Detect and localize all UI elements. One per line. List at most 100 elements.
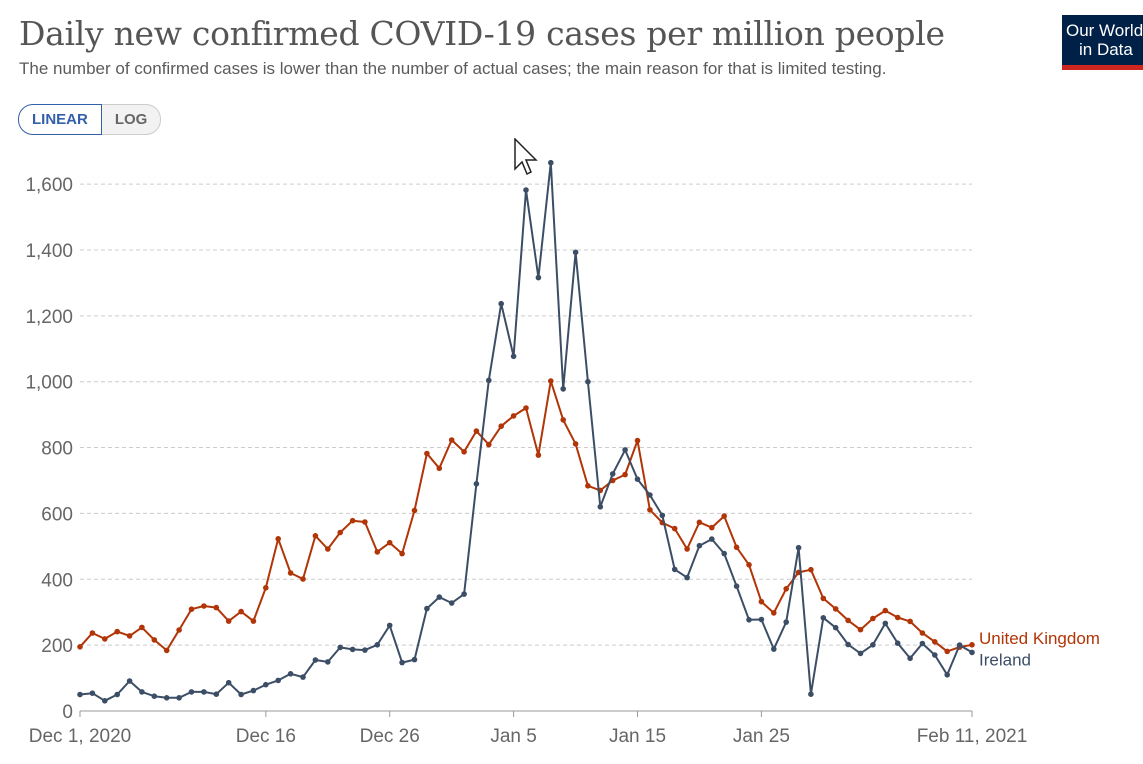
data-point[interactable] [808, 691, 814, 697]
data-point[interactable] [114, 691, 120, 698]
data-point[interactable] [882, 620, 889, 627]
data-point[interactable] [201, 689, 207, 695]
data-point[interactable] [89, 630, 96, 636]
data-point[interactable] [188, 689, 195, 695]
data-point[interactable] [424, 605, 430, 612]
data-point[interactable] [548, 378, 554, 384]
data-point[interactable] [102, 636, 108, 642]
data-point[interactable] [287, 671, 294, 677]
data-point[interactable] [77, 644, 83, 650]
data-point[interactable] [523, 405, 529, 411]
data-point[interactable] [771, 646, 777, 652]
data-point[interactable] [684, 574, 690, 581]
data-point[interactable] [89, 690, 96, 696]
data-point[interactable] [312, 657, 319, 663]
data-point[interactable] [461, 591, 467, 597]
data-point[interactable] [721, 550, 727, 557]
linear-scale-button[interactable]: LINEAR [18, 104, 102, 135]
data-point[interactable] [746, 617, 752, 623]
series-ireland[interactable] [77, 159, 975, 704]
data-point[interactable] [461, 449, 467, 455]
data-point[interactable] [139, 624, 145, 631]
data-point[interactable] [325, 659, 331, 665]
owid-logo[interactable]: Our World in Data [1062, 15, 1143, 70]
series-line[interactable] [79, 161, 973, 702]
series-line[interactable] [79, 380, 973, 653]
data-point[interactable] [374, 549, 381, 555]
data-point[interactable] [263, 681, 269, 688]
data-point[interactable] [300, 674, 306, 680]
data-point[interactable] [163, 695, 170, 701]
data-point[interactable] [733, 583, 740, 589]
data-point[interactable] [374, 642, 381, 648]
data-point[interactable] [671, 566, 678, 573]
data-point[interactable] [609, 471, 616, 477]
data-point[interactable] [771, 610, 777, 616]
data-point[interactable] [932, 639, 938, 645]
data-point[interactable] [337, 529, 344, 536]
data-point[interactable] [126, 678, 133, 684]
data-point[interactable] [622, 471, 628, 478]
data-point[interactable] [126, 633, 133, 639]
data-point[interactable] [585, 483, 591, 489]
data-point[interactable] [510, 353, 517, 360]
data-point[interactable] [473, 481, 480, 487]
data-point[interactable] [213, 604, 220, 611]
data-point[interactable] [857, 626, 864, 633]
data-point[interactable] [894, 614, 901, 621]
data-point[interactable] [758, 598, 765, 605]
data-point[interactable] [436, 594, 443, 600]
data-point[interactable] [386, 622, 393, 629]
data-point[interactable] [399, 550, 405, 557]
data-point[interactable] [783, 586, 789, 592]
data-point[interactable] [956, 642, 963, 648]
data-point[interactable] [386, 539, 393, 546]
data-point[interactable] [263, 585, 269, 591]
data-point[interactable] [870, 615, 876, 622]
data-point[interactable] [312, 533, 319, 539]
data-point[interactable] [275, 677, 282, 684]
data-point[interactable] [176, 695, 182, 701]
data-point[interactable] [696, 519, 703, 526]
data-point[interactable] [510, 413, 517, 419]
data-point[interactable] [77, 691, 83, 698]
data-point[interactable] [362, 519, 368, 525]
data-point[interactable] [238, 691, 244, 698]
data-point[interactable] [102, 698, 108, 704]
data-point[interactable] [919, 630, 926, 636]
data-point[interactable] [411, 507, 418, 514]
data-point[interactable] [411, 656, 418, 663]
data-point[interactable] [709, 536, 715, 542]
data-point[interactable] [188, 606, 195, 612]
data-point[interactable] [225, 679, 232, 686]
data-point[interactable] [213, 691, 220, 697]
data-point[interactable] [894, 640, 901, 646]
data-point[interactable] [535, 274, 542, 281]
data-point[interactable] [820, 615, 827, 621]
data-point[interactable] [870, 642, 876, 648]
data-point[interactable] [932, 652, 938, 658]
data-point[interactable] [523, 187, 529, 193]
data-point[interactable] [733, 544, 740, 551]
log-scale-button[interactable]: LOG [101, 104, 162, 135]
data-point[interactable] [659, 512, 666, 519]
data-point[interactable] [349, 517, 356, 524]
data-point[interactable] [325, 546, 331, 552]
data-point[interactable] [436, 465, 443, 472]
data-point[interactable] [832, 624, 839, 631]
data-point[interactable] [919, 640, 926, 647]
data-point[interactable] [300, 576, 306, 582]
data-point[interactable] [337, 644, 344, 651]
data-point[interactable] [139, 689, 145, 695]
series-united-kingdom[interactable] [77, 378, 975, 655]
data-point[interactable] [882, 607, 889, 614]
data-point[interactable] [548, 159, 554, 166]
data-point[interactable] [857, 650, 864, 657]
data-point[interactable] [832, 606, 839, 612]
data-point[interactable] [808, 566, 814, 573]
data-point[interactable] [250, 618, 257, 624]
data-point[interactable] [399, 659, 405, 666]
data-point[interactable] [647, 492, 653, 498]
data-point[interactable] [783, 619, 789, 625]
data-point[interactable] [498, 423, 505, 430]
